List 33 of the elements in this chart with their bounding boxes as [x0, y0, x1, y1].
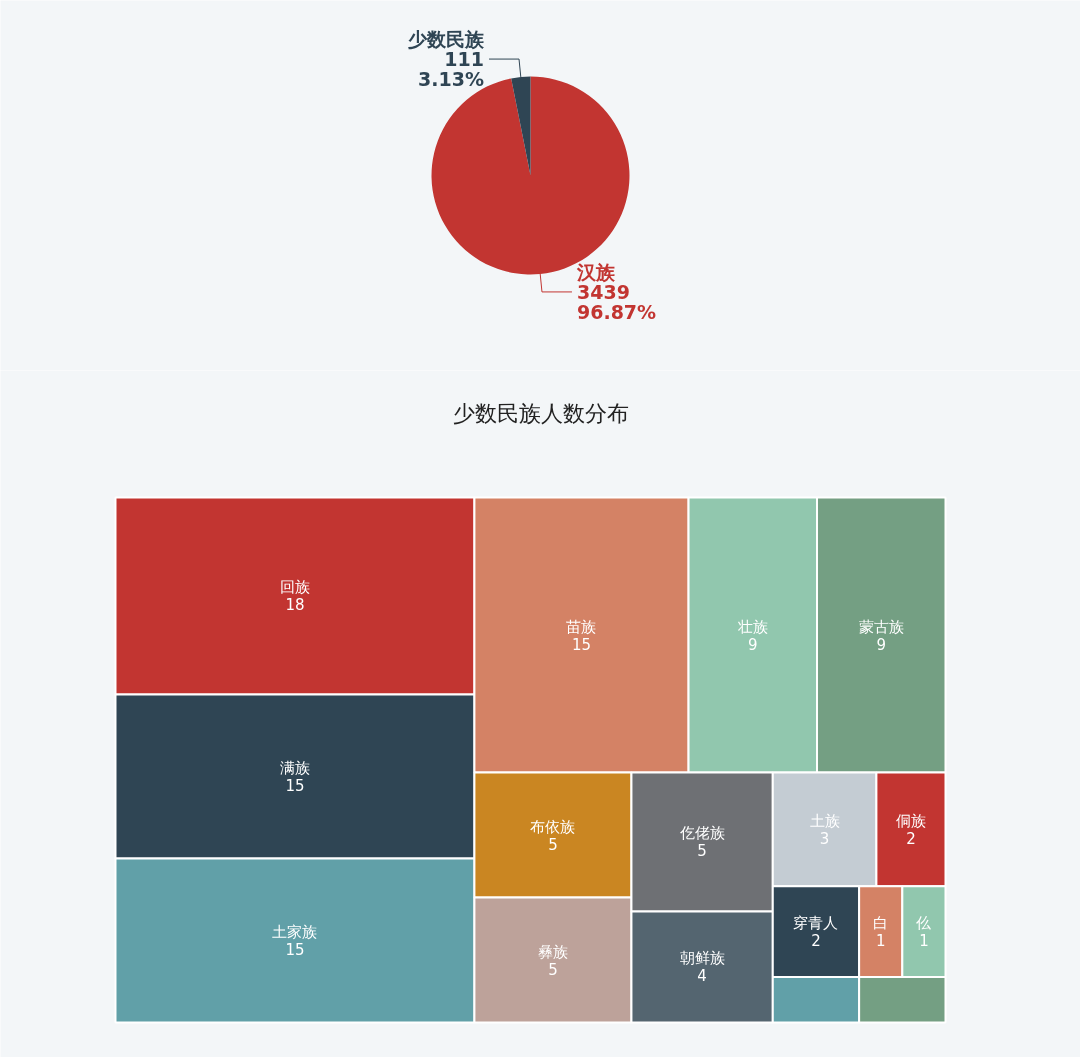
data-label: 1: [875, 932, 886, 951]
data-label: 9: [748, 635, 758, 654]
category-label: 土家族: [272, 922, 318, 941]
category-label: 苗族: [566, 617, 597, 636]
category-label: 白: [873, 914, 889, 933]
data-label: 9: [876, 635, 887, 654]
data-label: 2: [811, 932, 821, 951]
data-label: 5: [697, 842, 707, 861]
data-label: 5: [548, 960, 558, 979]
slice-label: 汉族: [575, 260, 616, 283]
data-label: 3: [819, 829, 830, 848]
category-label: 朝鲜族: [679, 949, 725, 968]
data-label: 5: [548, 835, 558, 854]
category-label: 蒙古族: [858, 617, 904, 636]
category-label: 壮族: [736, 617, 768, 636]
category-label: 穿青人: [793, 914, 839, 933]
category-label: 侗族: [895, 811, 926, 830]
data-label: 2: [906, 829, 916, 848]
data-label: 18: [285, 596, 305, 615]
data-label: 15: [571, 635, 592, 654]
slice-label: 少数民族: [408, 28, 486, 51]
category-label: 满族: [279, 758, 310, 777]
data-label: 111 3.13%: [418, 48, 485, 91]
data-label: 15: [285, 776, 305, 795]
text: 少数民族人数分布: [452, 401, 629, 426]
category-label: 仫: [915, 914, 932, 933]
data-label: 15: [285, 940, 305, 959]
category-label: 回族: [279, 578, 310, 597]
category-label: 彝族: [537, 942, 568, 961]
category-label: 仡佬族: [678, 824, 725, 843]
data-label: 1: [919, 932, 929, 951]
data-label: 4: [697, 967, 707, 986]
category-label: 布依族: [530, 817, 576, 836]
